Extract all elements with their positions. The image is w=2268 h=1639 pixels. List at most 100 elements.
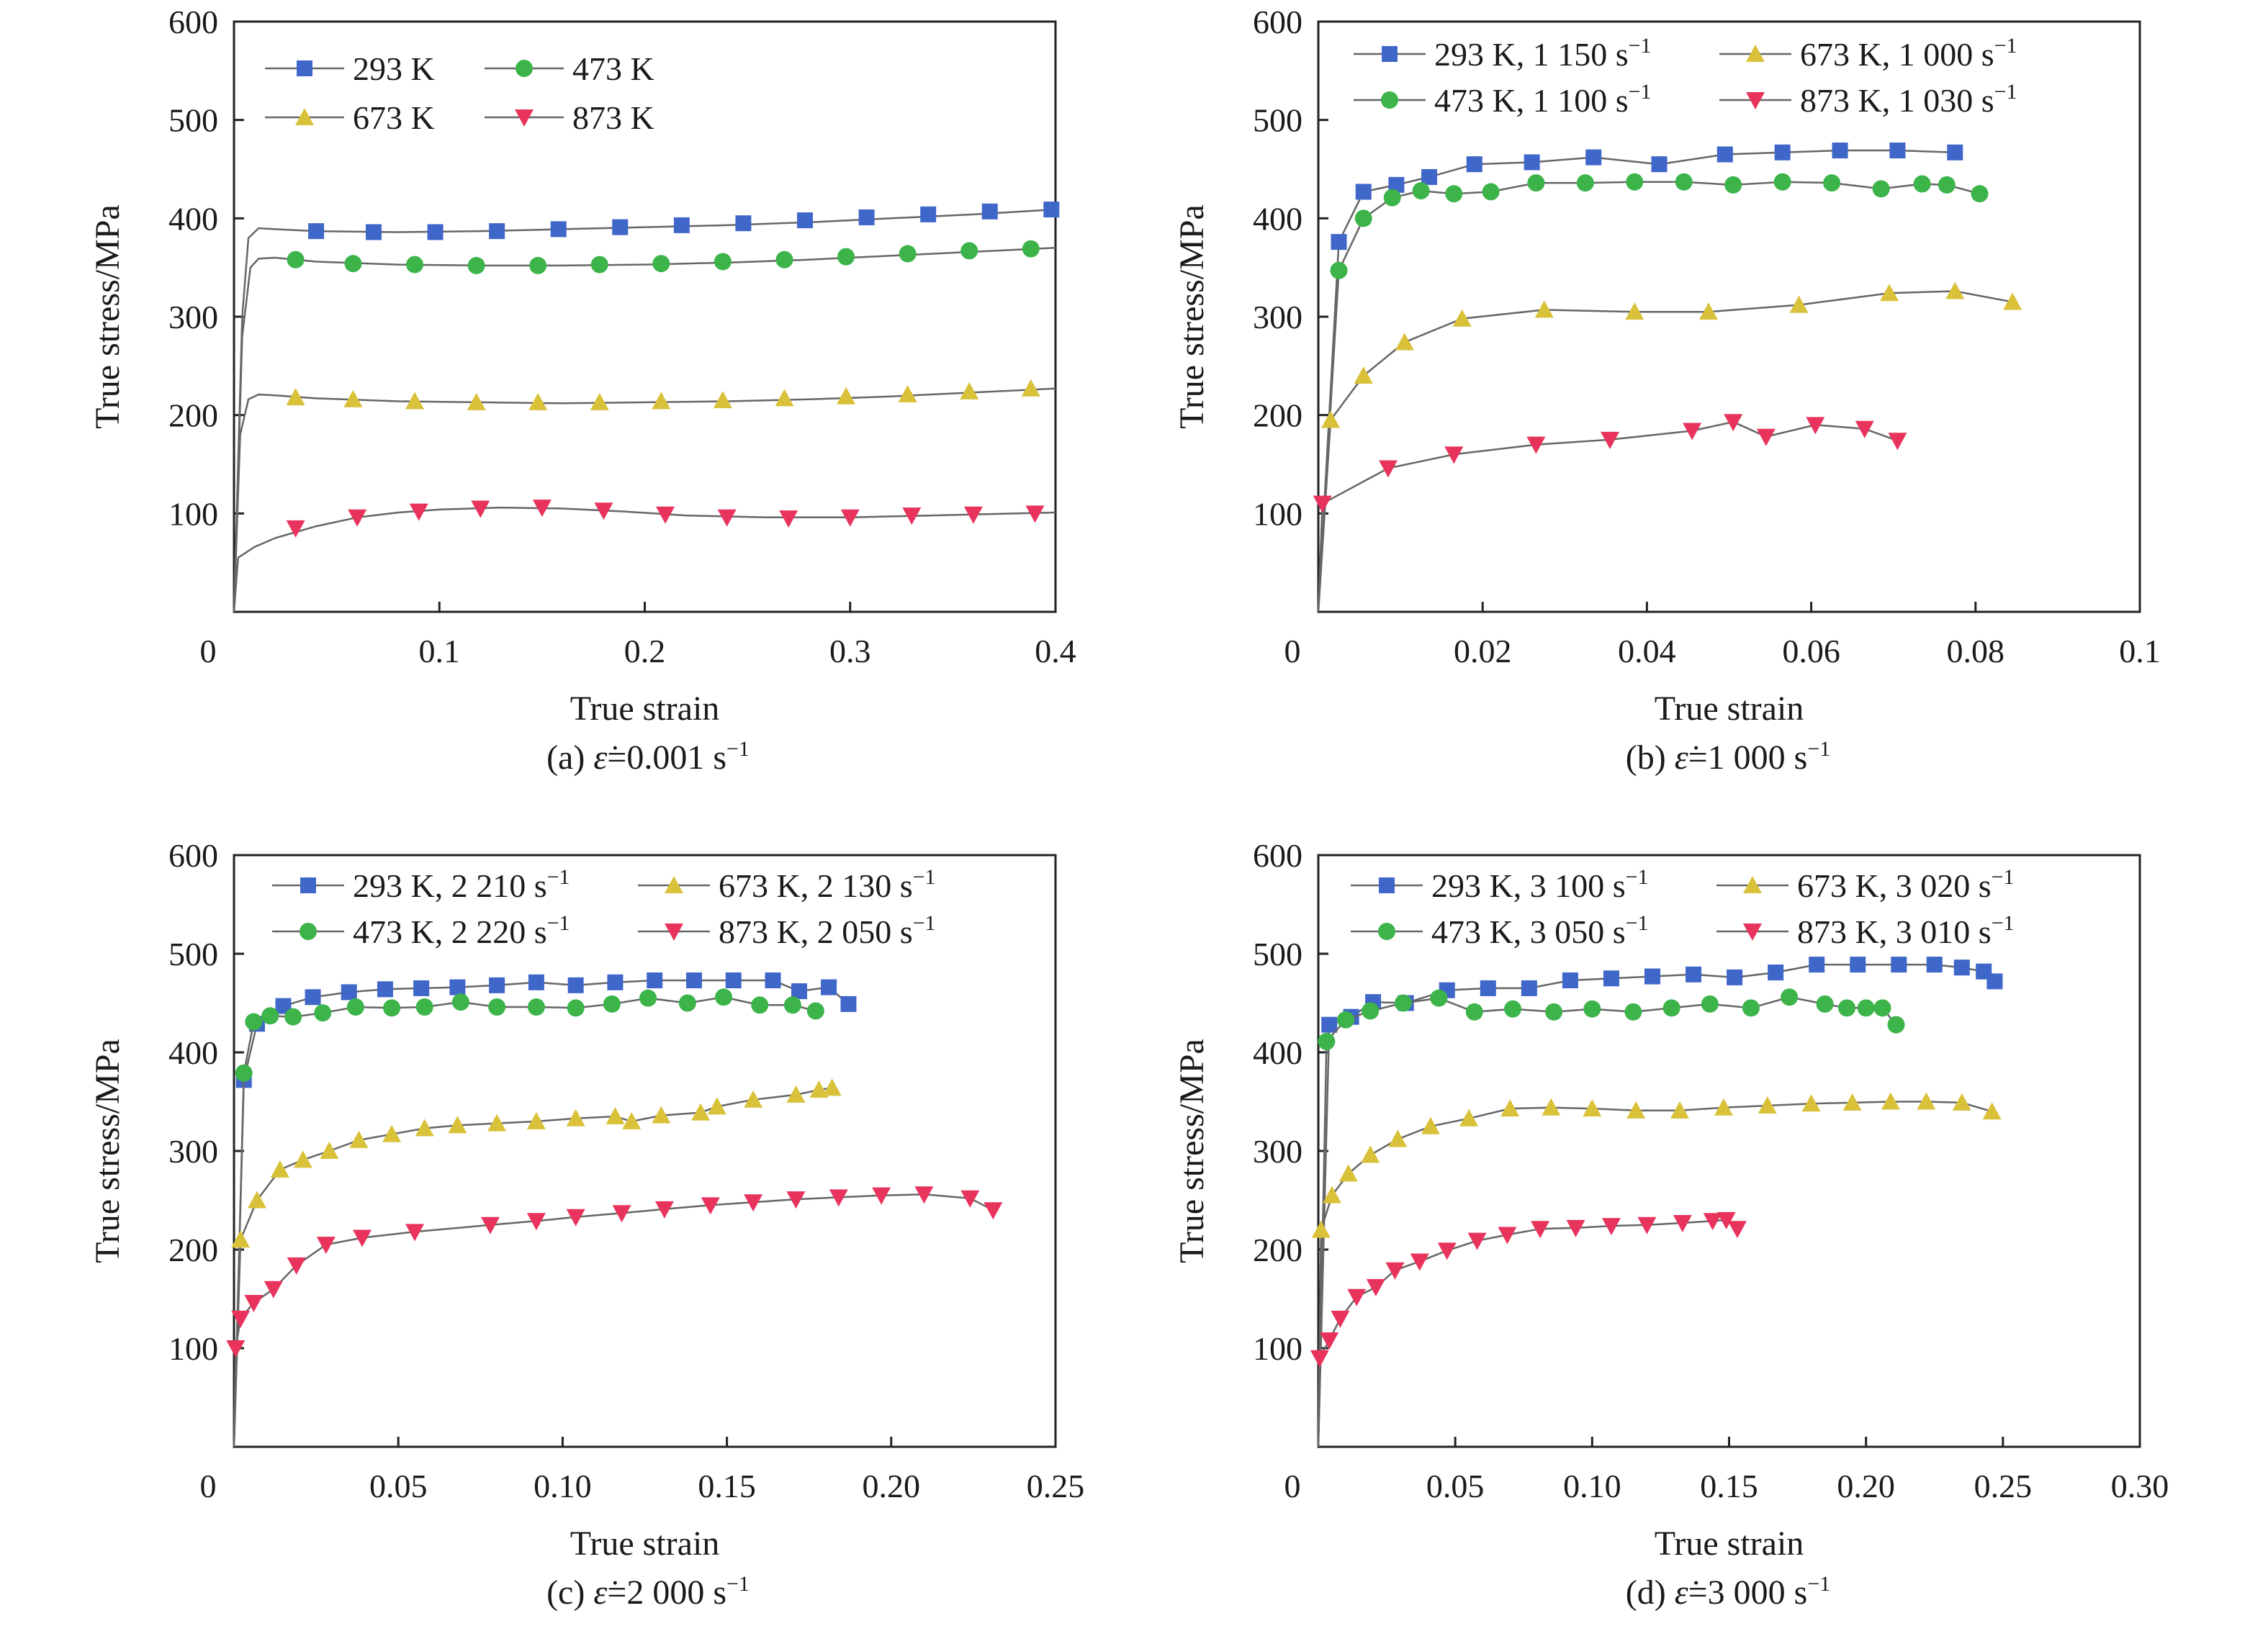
data-point bbox=[1703, 1213, 1722, 1231]
data-point bbox=[352, 1229, 372, 1247]
data-point bbox=[1452, 309, 1472, 327]
data-point bbox=[775, 250, 793, 268]
y-tick-label: 400 bbox=[168, 200, 218, 237]
legend-label-sup: −1 bbox=[1992, 911, 2015, 935]
legend-label: 873 K, 3 010 s−1 bbox=[1797, 911, 2015, 950]
data-point bbox=[489, 977, 505, 993]
data-point bbox=[1601, 431, 1620, 449]
y-axis-label: True stress/MPa bbox=[1173, 1039, 1211, 1263]
data-point bbox=[1445, 185, 1463, 203]
legend-marker bbox=[300, 877, 316, 893]
data-point bbox=[1323, 1186, 1342, 1204]
data-point bbox=[526, 1111, 546, 1129]
data-point bbox=[1670, 1101, 1690, 1119]
data-point bbox=[1583, 1099, 1602, 1117]
legend-item: 293 K, 3 100 s−1 bbox=[1351, 865, 1649, 904]
data-point bbox=[902, 507, 922, 525]
data-point bbox=[405, 392, 425, 410]
series-line bbox=[1317, 1219, 1738, 1448]
x-tick-label: 0.10 bbox=[534, 1468, 592, 1504]
caption: (b) ε̇=1 000 s−1 bbox=[1626, 737, 1831, 777]
data-point bbox=[235, 1064, 253, 1082]
data-point bbox=[652, 255, 670, 273]
series-line bbox=[1317, 420, 1898, 613]
data-point bbox=[1421, 1116, 1440, 1134]
data-point bbox=[413, 980, 430, 996]
series-yellow bbox=[1317, 281, 2022, 613]
data-point bbox=[270, 1160, 289, 1178]
data-point bbox=[1926, 957, 1943, 973]
data-point bbox=[314, 1004, 332, 1022]
data-point bbox=[1576, 174, 1594, 192]
data-point bbox=[1806, 417, 1825, 435]
legend-item: 293 K bbox=[265, 50, 435, 87]
data-point bbox=[837, 248, 855, 266]
data-point bbox=[427, 224, 444, 240]
data-point bbox=[1354, 209, 1372, 227]
data-point bbox=[606, 1107, 625, 1125]
data-point bbox=[1321, 410, 1341, 428]
data-point bbox=[622, 1111, 642, 1129]
x-tick-label: 0.1 bbox=[2119, 633, 2161, 669]
data-point bbox=[920, 206, 937, 222]
series-red bbox=[1313, 414, 1907, 613]
data-point bbox=[840, 509, 860, 527]
data-point bbox=[1566, 1219, 1585, 1237]
caption-sup: −1 bbox=[726, 1572, 750, 1596]
data-point bbox=[1637, 1216, 1657, 1234]
legend-marker bbox=[665, 924, 683, 941]
data-point bbox=[1410, 1253, 1429, 1271]
data-point bbox=[725, 972, 742, 988]
series-red bbox=[233, 500, 1056, 613]
series-blue bbox=[233, 202, 1060, 613]
x-tick-label: 0.02 bbox=[1454, 633, 1512, 669]
data-point bbox=[1698, 302, 1718, 320]
data-point bbox=[603, 995, 621, 1013]
legend-item: 873 K, 3 010 s−1 bbox=[1716, 911, 2015, 950]
data-point bbox=[305, 989, 321, 1006]
data-point bbox=[963, 506, 983, 524]
legend-marker bbox=[297, 60, 312, 76]
legend-label: 673 K, 3 020 s−1 bbox=[1797, 865, 2015, 904]
legend-label-sup: −1 bbox=[1626, 865, 1649, 889]
data-point bbox=[348, 509, 367, 527]
legend-label: 473 K, 3 050 s−1 bbox=[1431, 911, 1649, 950]
legend-marker bbox=[1378, 923, 1395, 940]
legend-label-sup: −1 bbox=[1994, 34, 2017, 58]
data-point bbox=[261, 1007, 279, 1025]
data-point bbox=[1466, 156, 1482, 173]
data-point bbox=[1881, 1092, 1900, 1110]
caption-text: (a) ε̇=0.001 s−1 bbox=[546, 737, 750, 777]
data-point bbox=[1789, 295, 1809, 313]
data-point bbox=[713, 391, 732, 409]
data-point bbox=[744, 1194, 763, 1212]
data-point bbox=[567, 977, 584, 993]
data-point bbox=[1482, 183, 1500, 201]
data-point bbox=[685, 972, 702, 988]
data-point bbox=[377, 981, 393, 998]
data-point bbox=[480, 1216, 500, 1234]
data-point bbox=[1527, 174, 1545, 192]
data-point bbox=[1673, 1215, 1692, 1233]
legend: 293 K 473 K 673 K 873 K bbox=[265, 50, 654, 136]
caption-value: =1 000 s bbox=[1688, 739, 1808, 777]
x-tick-label: 0 bbox=[200, 633, 217, 669]
data-point bbox=[1716, 1211, 1736, 1229]
x-tick-label: 0.25 bbox=[1027, 1468, 1085, 1504]
data-point bbox=[715, 988, 733, 1006]
data-point bbox=[1524, 154, 1540, 171]
legend-item: 673 K, 2 130 s−1 bbox=[638, 865, 936, 904]
data-point bbox=[1971, 185, 1989, 203]
legend-marker bbox=[515, 109, 534, 127]
data-point bbox=[1913, 175, 1931, 193]
x-tick-label: 0.20 bbox=[1837, 1468, 1895, 1504]
data-point bbox=[775, 389, 794, 407]
data-point bbox=[406, 256, 424, 274]
legend-marker bbox=[1379, 877, 1395, 893]
legend-item: 873 K, 1 030 s−1 bbox=[1719, 80, 2017, 119]
y-tick-label: 100 bbox=[1253, 1330, 1302, 1367]
data-point bbox=[791, 983, 808, 1000]
series-line bbox=[233, 1193, 994, 1448]
data-point bbox=[245, 1013, 263, 1031]
